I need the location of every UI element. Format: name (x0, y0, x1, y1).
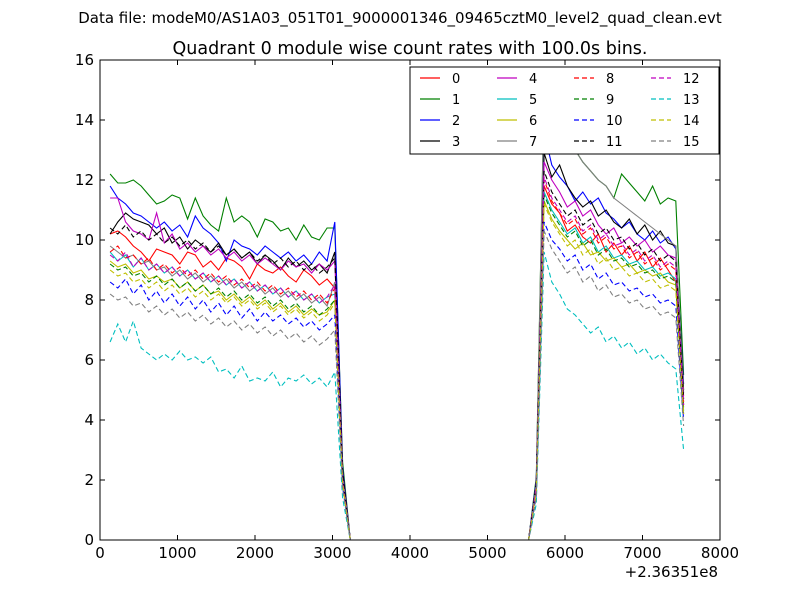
series-line-9 (109, 194, 685, 541)
y-tick-label: 6 (84, 351, 94, 369)
legend-box (409, 66, 720, 155)
series-line-13 (109, 251, 685, 541)
y-tick-label: 8 (84, 291, 94, 309)
x-tick-label: 6000 (546, 544, 584, 562)
series-line-10 (109, 221, 685, 541)
legend-label: 11 (606, 135, 623, 150)
legend-label: 1 (452, 93, 460, 108)
legend-label: 4 (529, 72, 537, 87)
x-tick-label: 1000 (158, 544, 196, 562)
series-layer (109, 92, 685, 541)
legend-label: 10 (606, 114, 623, 129)
legend-label: 2 (452, 114, 460, 129)
legend-label: 13 (683, 93, 700, 108)
series-line-7 (109, 92, 685, 541)
legend-label: 9 (606, 93, 614, 108)
x-tick-label: 7000 (623, 544, 661, 562)
x-tick-label: 5000 (468, 544, 506, 562)
figure-suptitle: Data file: modeM0/AS1A03_051T01_90000013… (78, 9, 722, 28)
legend-label: 15 (683, 135, 700, 150)
legend-label: 14 (683, 114, 700, 129)
series-line-3 (109, 152, 685, 541)
x-tick-label: 2000 (236, 544, 274, 562)
legend-label: 0 (452, 72, 460, 87)
axis-ticks: 0 1000 2000 3000 4000 5000 6000 7000 80000246810… (75, 51, 739, 562)
series-line-14 (109, 203, 685, 541)
y-tick-label: 14 (75, 111, 94, 129)
chart-title: Quadrant 0 module wise count rates with … (173, 39, 648, 59)
y-tick-label: 4 (84, 411, 94, 429)
legend-label: 5 (529, 93, 537, 108)
x-tick-label: 8000 (701, 544, 739, 562)
series-line-8 (109, 179, 685, 541)
legend-label: 6 (529, 114, 537, 129)
series-line-4 (110, 161, 685, 541)
series-line-1 (109, 92, 685, 541)
x-tick-label: 3000 (313, 544, 351, 562)
series-line-15 (109, 230, 685, 541)
x-tick-label: 4000 (391, 544, 429, 562)
legend-label: 3 (452, 135, 460, 150)
series-line-0 (109, 185, 685, 541)
legend-label: 8 (606, 72, 614, 87)
x-offset-label: +2.36351e8 (625, 563, 718, 581)
series-line-12 (109, 176, 685, 541)
y-tick-label: 0 (84, 531, 94, 549)
y-tick-label: 16 (75, 51, 94, 69)
series-line-11 (109, 170, 685, 541)
x-tick-label: 0 (95, 544, 105, 562)
legend-label: 7 (529, 135, 537, 150)
y-tick-label: 2 (84, 471, 94, 489)
y-tick-label: 10 (75, 231, 94, 249)
y-tick-label: 12 (75, 171, 94, 189)
legend-label: 12 (683, 72, 700, 87)
